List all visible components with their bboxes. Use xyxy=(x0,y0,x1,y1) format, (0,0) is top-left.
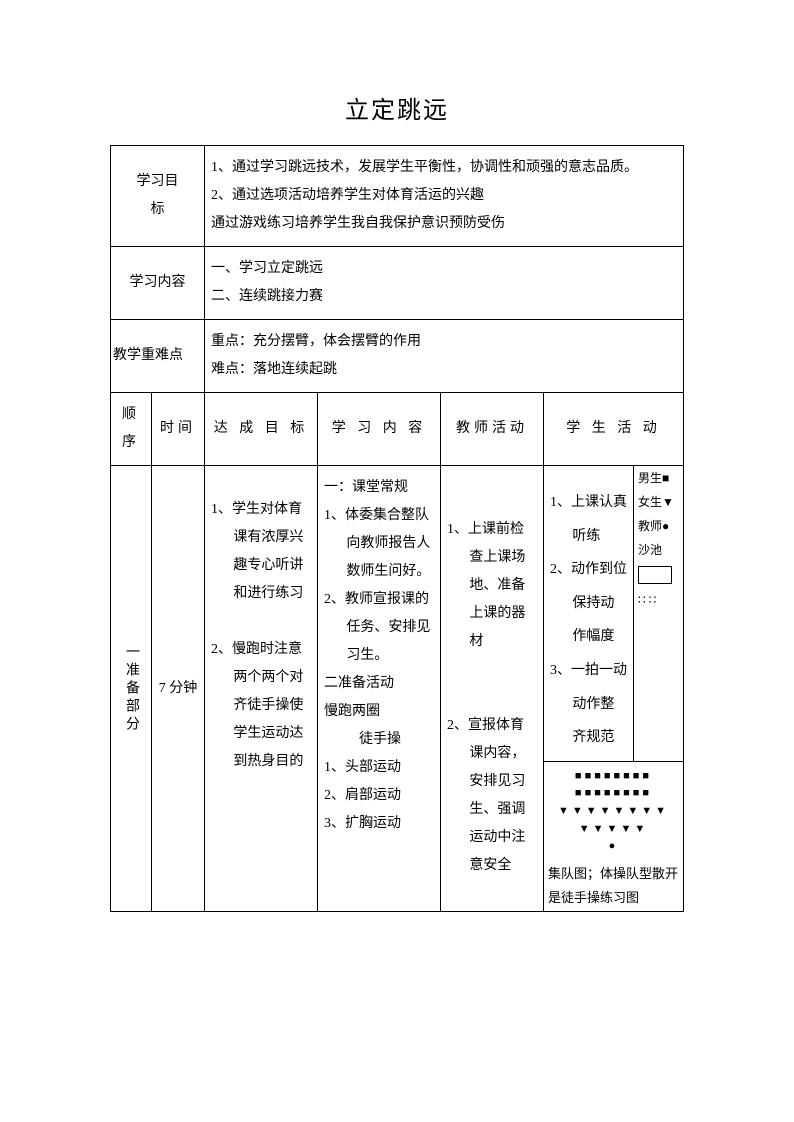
obj-line1: 1、通过学习跳远技术，发展学生平衡性，协调性和顽强的意志品质。 xyxy=(211,154,677,182)
teacher-1: 1、上课前检查上课场地、准备上课的器材 xyxy=(447,516,537,656)
hdr-student: 学 生 活 动 xyxy=(544,393,684,466)
legend: 男生■ 女生▼ 教师● 沙池 ∷∷ xyxy=(633,466,683,761)
obj-line2: 2、通过选项活动培养学生对体育活运的兴趣 xyxy=(211,182,677,210)
row-objectives: 学习目 标 1、通过学习跳远技术，发展学生平衡性，协调性和顽强的意志品质。 2、… xyxy=(111,146,684,247)
label-objectives: 学习目 标 xyxy=(111,146,205,247)
hdr-teacher: 教师活动 xyxy=(441,393,544,466)
formation-r2: ■■■■■■■■ xyxy=(544,785,683,803)
legend-teacher: 教师● xyxy=(638,514,683,538)
legend-girl: 女生▼ xyxy=(638,490,683,514)
hdr-study: 学 习 内 容 xyxy=(318,393,441,466)
study-line1: 一、学习立定跳远 xyxy=(211,255,677,283)
formation-r5: ● xyxy=(544,838,683,856)
study-2: 2、教师宣报课的任务、安排见习生。 xyxy=(324,586,434,670)
content-study: 一、学习立定跳远 二、连续跳接力赛 xyxy=(205,247,684,320)
cell-teacher: 1、上课前检查上课场地、准备上课的器材 2、宣报体育课内容，安排见习生、强调运动… xyxy=(441,466,544,912)
formation-caption: 集队图；体操队型散开是徒手操练习图 xyxy=(544,856,683,911)
hdr-goal: 达 成 目 标 xyxy=(205,393,318,466)
cell-goal: 1、学生对体育课有浓厚兴趣专心听讲和进行练习 2、慢跑时注意两个两个对齐徒手操使… xyxy=(205,466,318,912)
sandbox-icon xyxy=(638,566,672,584)
page-title: 立定跳远 xyxy=(110,90,684,125)
key-line2: 难点：落地连续起跳 xyxy=(211,356,677,384)
student-2: 2、动作到位保持动作幅度 xyxy=(550,553,627,654)
row-headers: 顺序 时间 达 成 目 标 学 习 内 容 教师活动 学 生 活 动 xyxy=(111,393,684,466)
legend-boy: 男生■ xyxy=(638,466,683,490)
study-5: 徒手操 xyxy=(324,732,401,747)
study-6: 1、头部运动 xyxy=(324,760,401,775)
obj-line3: 通过游戏练习培养学生我自我保护意识预防受伤 xyxy=(211,210,677,238)
teacher-2: 2、宣报体育课内容，安排见习生、强调运动中注意安全 xyxy=(447,712,537,880)
study-7: 2、肩部运动 xyxy=(324,788,401,803)
goal-2: 2、慢跑时注意两个两个对齐徒手操使学生运动达到热身目的 xyxy=(211,636,311,776)
hdr-time: 时间 xyxy=(152,393,205,466)
legend-sand: 沙池 xyxy=(638,538,683,562)
study-8: 3、扩胸运动 xyxy=(324,816,401,831)
formation-r4: ▼▼▼▼▼ xyxy=(544,821,683,839)
key-line1: 重点：充分摆臂，体会摆臂的作用 xyxy=(211,328,677,356)
cell-student: 1、上课认真听练 2、动作到位保持动作幅度 3、一拍一动动作整齐规范 男生■ 女… xyxy=(544,466,684,912)
label-keypoints: 教学重难点 xyxy=(111,320,205,393)
formation-r1: ■■■■■■■■ xyxy=(544,768,683,786)
row-main: 一准备部分 7 分钟 1、学生对体育课有浓厚兴趣专心听讲和进行练习 2、慢跑时注… xyxy=(111,466,684,912)
row-keypoints: 教学重难点 重点：充分摆臂，体会摆臂的作用 难点：落地连续起跳 xyxy=(111,320,684,393)
content-objectives: 1、通过学习跳远技术，发展学生平衡性，协调性和顽强的意志品质。 2、通过选项活动… xyxy=(205,146,684,247)
study-4: 慢跑两圈 xyxy=(324,704,380,719)
formation-r3: ▼▼▼▼▼▼▼▼ xyxy=(544,803,683,821)
study-3: 二准备活动 xyxy=(324,676,394,691)
formation-block: ■■■■■■■■ ■■■■■■■■ ▼▼▼▼▼▼▼▼ ▼▼▼▼▼ ● 集队图；体… xyxy=(544,762,683,911)
cell-seq: 一准备部分 xyxy=(111,466,152,912)
cell-study: 一：课堂常规 1、体委集合整队向教师报告人数师生问好。 2、教师宣报课的任务、安… xyxy=(318,466,441,912)
lesson-plan-table: 学习目 标 1、通过学习跳远技术，发展学生平衡性，协调性和顽强的意志品质。 2、… xyxy=(110,145,684,912)
study-1: 1、体委集合整队向教师报告人数师生问好。 xyxy=(324,502,434,586)
study-0: 一：课堂常规 xyxy=(324,480,408,495)
label-content: 学习内容 xyxy=(111,247,205,320)
cell-time: 7 分钟 xyxy=(152,466,205,912)
hdr-seq: 顺序 xyxy=(111,393,152,466)
page: 立定跳远 学习目 标 1、通过学习跳远技术，发展学生平衡性，协调性和顽强的意志品… xyxy=(0,0,794,1122)
content-keypoints: 重点：充分摆臂，体会摆臂的作用 难点：落地连续起跳 xyxy=(205,320,684,393)
legend-dots: ∷∷ xyxy=(638,588,683,612)
row-content: 学习内容 一、学习立定跳远 二、连续跳接力赛 xyxy=(111,247,684,320)
student-3: 3、一拍一动动作整齐规范 xyxy=(550,654,627,755)
goal-1: 1、学生对体育课有浓厚兴趣专心听讲和进行练习 xyxy=(211,496,311,608)
student-1: 1、上课认真听练 xyxy=(550,486,627,553)
study-line2: 二、连续跳接力赛 xyxy=(211,283,677,311)
